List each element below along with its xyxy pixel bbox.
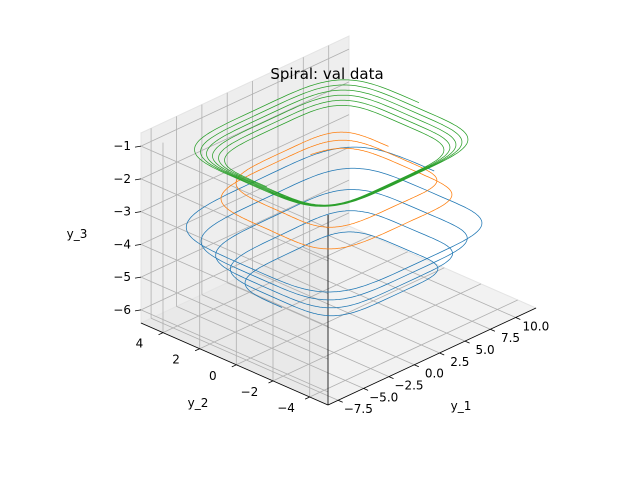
grid-line-y-floor <box>199 251 408 350</box>
tick-labels: −7.5−5.0−2.50.0 2.5 5.0 7.510.0 −4 −2 0 2 4 −6 −5 −… <box>113 139 549 416</box>
grid-line-z-right <box>140 179 350 278</box>
z-tick <box>134 309 142 312</box>
grid-line-z-right <box>140 81 350 180</box>
grid-line-y-floor <box>309 299 518 398</box>
grid-line-z-left <box>140 178 329 262</box>
x-tick-label: −2.5 <box>394 378 423 392</box>
grid-line-z-left <box>140 211 329 294</box>
grid-line-z-left <box>140 276 329 360</box>
x-tick <box>363 388 369 391</box>
z-tick <box>134 145 142 148</box>
x-tick <box>414 364 419 368</box>
grid-line-x-floor <box>176 306 364 389</box>
y-tick-label: −4 <box>277 401 295 415</box>
x-tick <box>439 352 445 356</box>
y-tick <box>194 348 200 352</box>
chart-title: Spiral: val data <box>270 65 383 83</box>
grid-line-y-floor <box>272 283 482 382</box>
x-tick-label: −7.5 <box>344 402 373 416</box>
grid-line-z-left <box>140 145 329 229</box>
z-tick-label: −1 <box>113 139 131 153</box>
grid-line-x-floor <box>150 317 339 401</box>
y-tick <box>231 364 237 368</box>
x-tick-label: −5.0 <box>369 390 398 404</box>
z-tick-label: −6 <box>113 303 131 317</box>
z-tick <box>134 211 142 213</box>
x-tick-label: 10.0 <box>523 319 550 333</box>
y-axis-line <box>140 322 329 406</box>
z-axis-label: y_3 <box>67 227 88 241</box>
x-tick <box>490 328 496 332</box>
series-line-1 <box>185 146 483 317</box>
x-tick-label: 7.5 <box>501 331 520 345</box>
axis-edges <box>140 215 537 406</box>
y-tick-label: 2 <box>172 353 180 367</box>
grid-line-x-floor <box>201 294 390 377</box>
x-axis-label: y_1 <box>451 399 472 413</box>
grid-line-z-right <box>140 147 350 245</box>
z-tick-label: −5 <box>113 270 131 284</box>
z-tick-label: −2 <box>113 172 131 186</box>
y-tick <box>268 380 274 384</box>
z-tick-label: −3 <box>113 205 131 219</box>
grid-line-x-floor <box>252 270 440 354</box>
x-axis-line <box>327 307 537 406</box>
grid-line-z-right <box>140 48 350 147</box>
x-tick <box>388 376 394 379</box>
grid-line-z-left <box>140 309 329 393</box>
y-axis-label: y_2 <box>188 396 209 410</box>
y-tick-label: 0 <box>209 369 217 383</box>
x-tick <box>464 340 470 344</box>
series-line-3 <box>194 79 469 207</box>
series-line-2 <box>220 131 453 250</box>
x-tick <box>515 317 521 320</box>
tick-marks <box>134 145 521 403</box>
z-tick-label: −4 <box>113 237 131 251</box>
z-tick <box>134 244 142 246</box>
grid-line-z-left <box>140 244 329 327</box>
grid-line-z-right <box>140 114 350 212</box>
grid-line-x-floor <box>328 235 516 318</box>
x-tick-label: 0.0 <box>425 367 444 381</box>
y-tick-label: −2 <box>241 385 259 399</box>
grid-line-z-right <box>140 212 350 311</box>
x-tick <box>337 399 343 403</box>
grid-line-y-floor <box>162 235 372 333</box>
y-tick <box>158 332 164 336</box>
grid-line-x-floor <box>277 258 466 342</box>
data-series <box>185 79 483 317</box>
grid-line-y-floor <box>236 267 445 366</box>
x-tick-label: 5.0 <box>476 343 495 357</box>
z-tick <box>134 276 142 279</box>
y-tick <box>304 396 310 400</box>
z-tick <box>134 178 142 181</box>
x-tick-label: 2.5 <box>450 355 469 369</box>
y-tick-label: 4 <box>136 337 144 351</box>
grid-line-x-floor <box>303 246 491 330</box>
